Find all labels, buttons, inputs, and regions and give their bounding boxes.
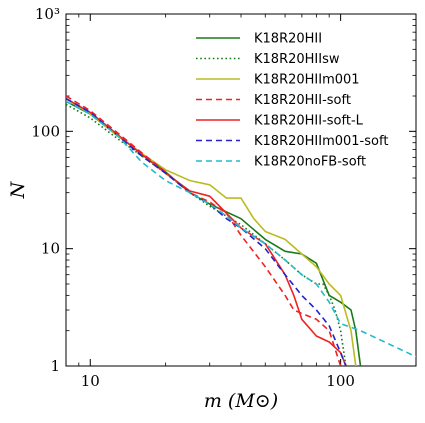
y-axis-label: N [7,180,29,199]
series-layer [66,95,416,366]
series-line [66,97,347,366]
legend-label: K18R20noFB-soft [254,155,366,170]
y-tick-label: 10 [41,240,60,258]
legend-label: K18R20HIIm001 [254,73,360,88]
series-line [66,100,416,358]
legend-label: K18R20HIIsw [254,52,340,67]
y-tick-label: 100 [31,122,60,140]
x-tick-label: 10 [81,372,100,390]
legend: K18R20HII K18R20HIIsw K18R20HIIm001 K18R20H… [196,32,388,170]
y-tick-label: 10³ [35,5,60,23]
series-line [66,97,347,366]
x-axis-label: m (M⊙) [204,390,278,412]
x-tick-label: 100 [326,372,355,390]
legend-label: K18R20HII [254,32,322,47]
plot-frame [65,13,417,367]
minor-ticks [66,14,416,366]
legend-label: K18R20HII-soft-L [254,114,364,129]
legend-label: K18R20HIIm001-soft [254,134,388,149]
legend-label: K18R20HII-soft [254,93,351,108]
major-ticks: 10 100 1 10 100 10³ [31,5,416,390]
y-tick-label: 1 [50,357,60,375]
